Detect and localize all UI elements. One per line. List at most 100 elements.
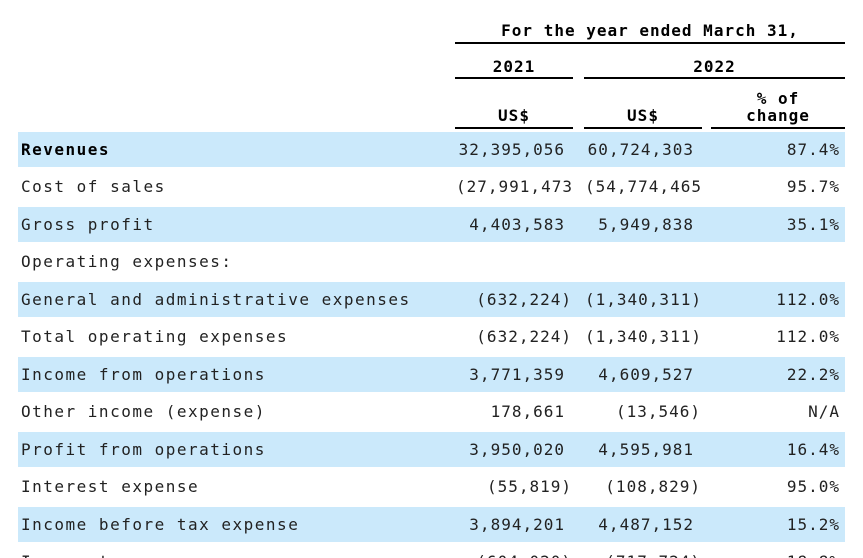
value-2021-cell [455, 244, 573, 279]
row-label-cell: General and administrative expenses [18, 279, 455, 319]
gap-cell [573, 394, 584, 429]
pct-change-cell: 95.0% [786, 477, 841, 496]
header-gap [573, 44, 584, 79]
gap-cell [702, 244, 711, 279]
value-2021-cell: 3,771,359 [455, 354, 573, 394]
table-row: Profit from operations 3,950,020 4,595,9… [18, 429, 846, 469]
gap-cell [702, 204, 711, 244]
table-row: Gross profit 4,403,583 5,949,838 35.1% [18, 204, 846, 244]
table-row: Income before tax expense 3,894,201 4,48… [18, 504, 846, 544]
value-2021-cell: 3,950,020 [455, 429, 573, 469]
value-2022-cell [584, 244, 702, 279]
value-2022-cell: 5,949,838 [584, 204, 702, 244]
value-2022-cell: (1,340,311) [584, 279, 702, 319]
table-row: Income from operations 3,771,359 4,609,5… [18, 354, 846, 394]
value-2021-cell: (604,020) [455, 544, 573, 558]
row-label-cell: Total operating expenses [21, 327, 289, 346]
value-2022-cell: (54,774,465) [585, 177, 702, 196]
row-label-cell: Income before tax expense [18, 504, 455, 544]
table-row: General and administrative expenses (632… [18, 279, 846, 319]
table-header: For the year ended March 31, 2021 2022 U… [18, 6, 846, 129]
pct-change-cell [711, 244, 845, 279]
row-label-cell: Revenues [18, 129, 455, 169]
pct-change-cell: 16.4% [711, 429, 846, 469]
value-2021-cell: (632,224) [455, 279, 573, 319]
value-2022-cell: (108,829) [605, 477, 701, 496]
value-2022-cell: 4,609,527 [584, 354, 702, 394]
row-label-cell: Interest expense [21, 477, 200, 496]
income-statement-table: For the year ended March 31, 2021 2022 U… [18, 6, 846, 558]
value-2022-cell: 60,724,303 [584, 129, 702, 169]
header-gap [573, 79, 584, 129]
gap-cell [573, 279, 584, 319]
pct-change-cell: 22.2% [711, 354, 846, 394]
row-label-cell: Operating expenses: [21, 252, 233, 271]
gap-cell [702, 129, 711, 169]
gap-cell [573, 204, 584, 244]
value-2021-cell: (632,224) [476, 327, 572, 346]
year-2021-header: 2021 [455, 44, 573, 79]
pct-change-line1: % of [756, 89, 800, 108]
period-title: For the year ended March 31, [455, 6, 846, 44]
header-spacer [18, 44, 455, 79]
value-2021-cell: 32,395,056 [455, 129, 573, 169]
row-label-cell: Income from operations [18, 354, 455, 394]
unit-2022-header: US$ [584, 79, 702, 129]
row-label-cell: Gross profit [18, 204, 455, 244]
value-2022-cell: (13,546) [615, 402, 701, 421]
pct-change-cell: 35.1% [711, 204, 846, 244]
header-gap [702, 79, 711, 129]
header-spacer [18, 79, 455, 129]
value-2022-cell: (717,724) [584, 544, 702, 558]
pct-change-cell: N/A [808, 402, 841, 421]
unit-2021-header: US$ [455, 79, 573, 129]
pct-change-line2: change [746, 106, 810, 125]
row-label-cell: Income tax expense [18, 544, 455, 558]
pct-change-cell: 112.0% [776, 327, 841, 346]
value-2022-cell: (1,340,311) [585, 327, 702, 346]
gap-cell [702, 429, 711, 469]
row-label-cell: Cost of sales [21, 177, 166, 196]
pct-change-cell: 112.0% [711, 279, 846, 319]
gap-cell [573, 129, 584, 169]
table-row: Interest expense (55,819) (108,829) 95.0… [18, 469, 845, 504]
gap-cell [702, 354, 711, 394]
pct-change-cell: 95.7% [786, 177, 841, 196]
value-2022-cell: 4,487,152 [584, 504, 702, 544]
value-2021-cell: (55,819) [486, 477, 572, 496]
gap-cell [573, 354, 584, 394]
pct-change-header: % of change [711, 79, 846, 129]
pct-change-cell: 87.4% [711, 129, 846, 169]
gap-cell [702, 169, 711, 204]
header-spacer [18, 6, 455, 44]
year-header-row: 2021 2022 [18, 44, 846, 79]
gap-cell [573, 544, 584, 558]
value-2021-cell: 3,894,201 [455, 504, 573, 544]
period-header-row: For the year ended March 31, [18, 6, 846, 44]
value-2021-cell: (27,991,473) [456, 177, 573, 196]
pct-change-cell: 15.2% [711, 504, 846, 544]
gap-cell [573, 319, 584, 354]
row-label-cell: Other income (expense) [21, 402, 266, 421]
income-statement-page: For the year ended March 31, 2021 2022 U… [0, 6, 863, 558]
gap-cell [702, 544, 711, 558]
gap-cell [573, 169, 584, 204]
table-row: Other income (expense) 178,661 (13,546) … [18, 394, 845, 429]
gap-cell [573, 429, 584, 469]
gap-cell [702, 504, 711, 544]
table-row: Total operating expenses (632,224) (1,34… [18, 319, 845, 354]
table-row: Revenues 32,395,056 60,724,303 87.4% [18, 129, 846, 169]
table-row: Income tax expense (604,020) (717,724) 1… [18, 544, 845, 558]
table-row: Cost of sales (27,991,473) (54,774,465) … [18, 169, 845, 204]
gap-cell [573, 244, 584, 279]
value-2021-cell: 4,403,583 [455, 204, 573, 244]
row-label-cell: Profit from operations [18, 429, 455, 469]
gap-cell [573, 504, 584, 544]
unit-header-row: US$ US$ % of change [18, 79, 846, 129]
gap-cell [702, 469, 711, 504]
table-body: Revenues 32,395,056 60,724,303 87.4% Cos… [18, 129, 846, 558]
gap-cell [573, 469, 584, 504]
gap-cell [702, 319, 711, 354]
value-2021-cell: 178,661 [490, 402, 565, 421]
gap-cell [702, 394, 711, 429]
